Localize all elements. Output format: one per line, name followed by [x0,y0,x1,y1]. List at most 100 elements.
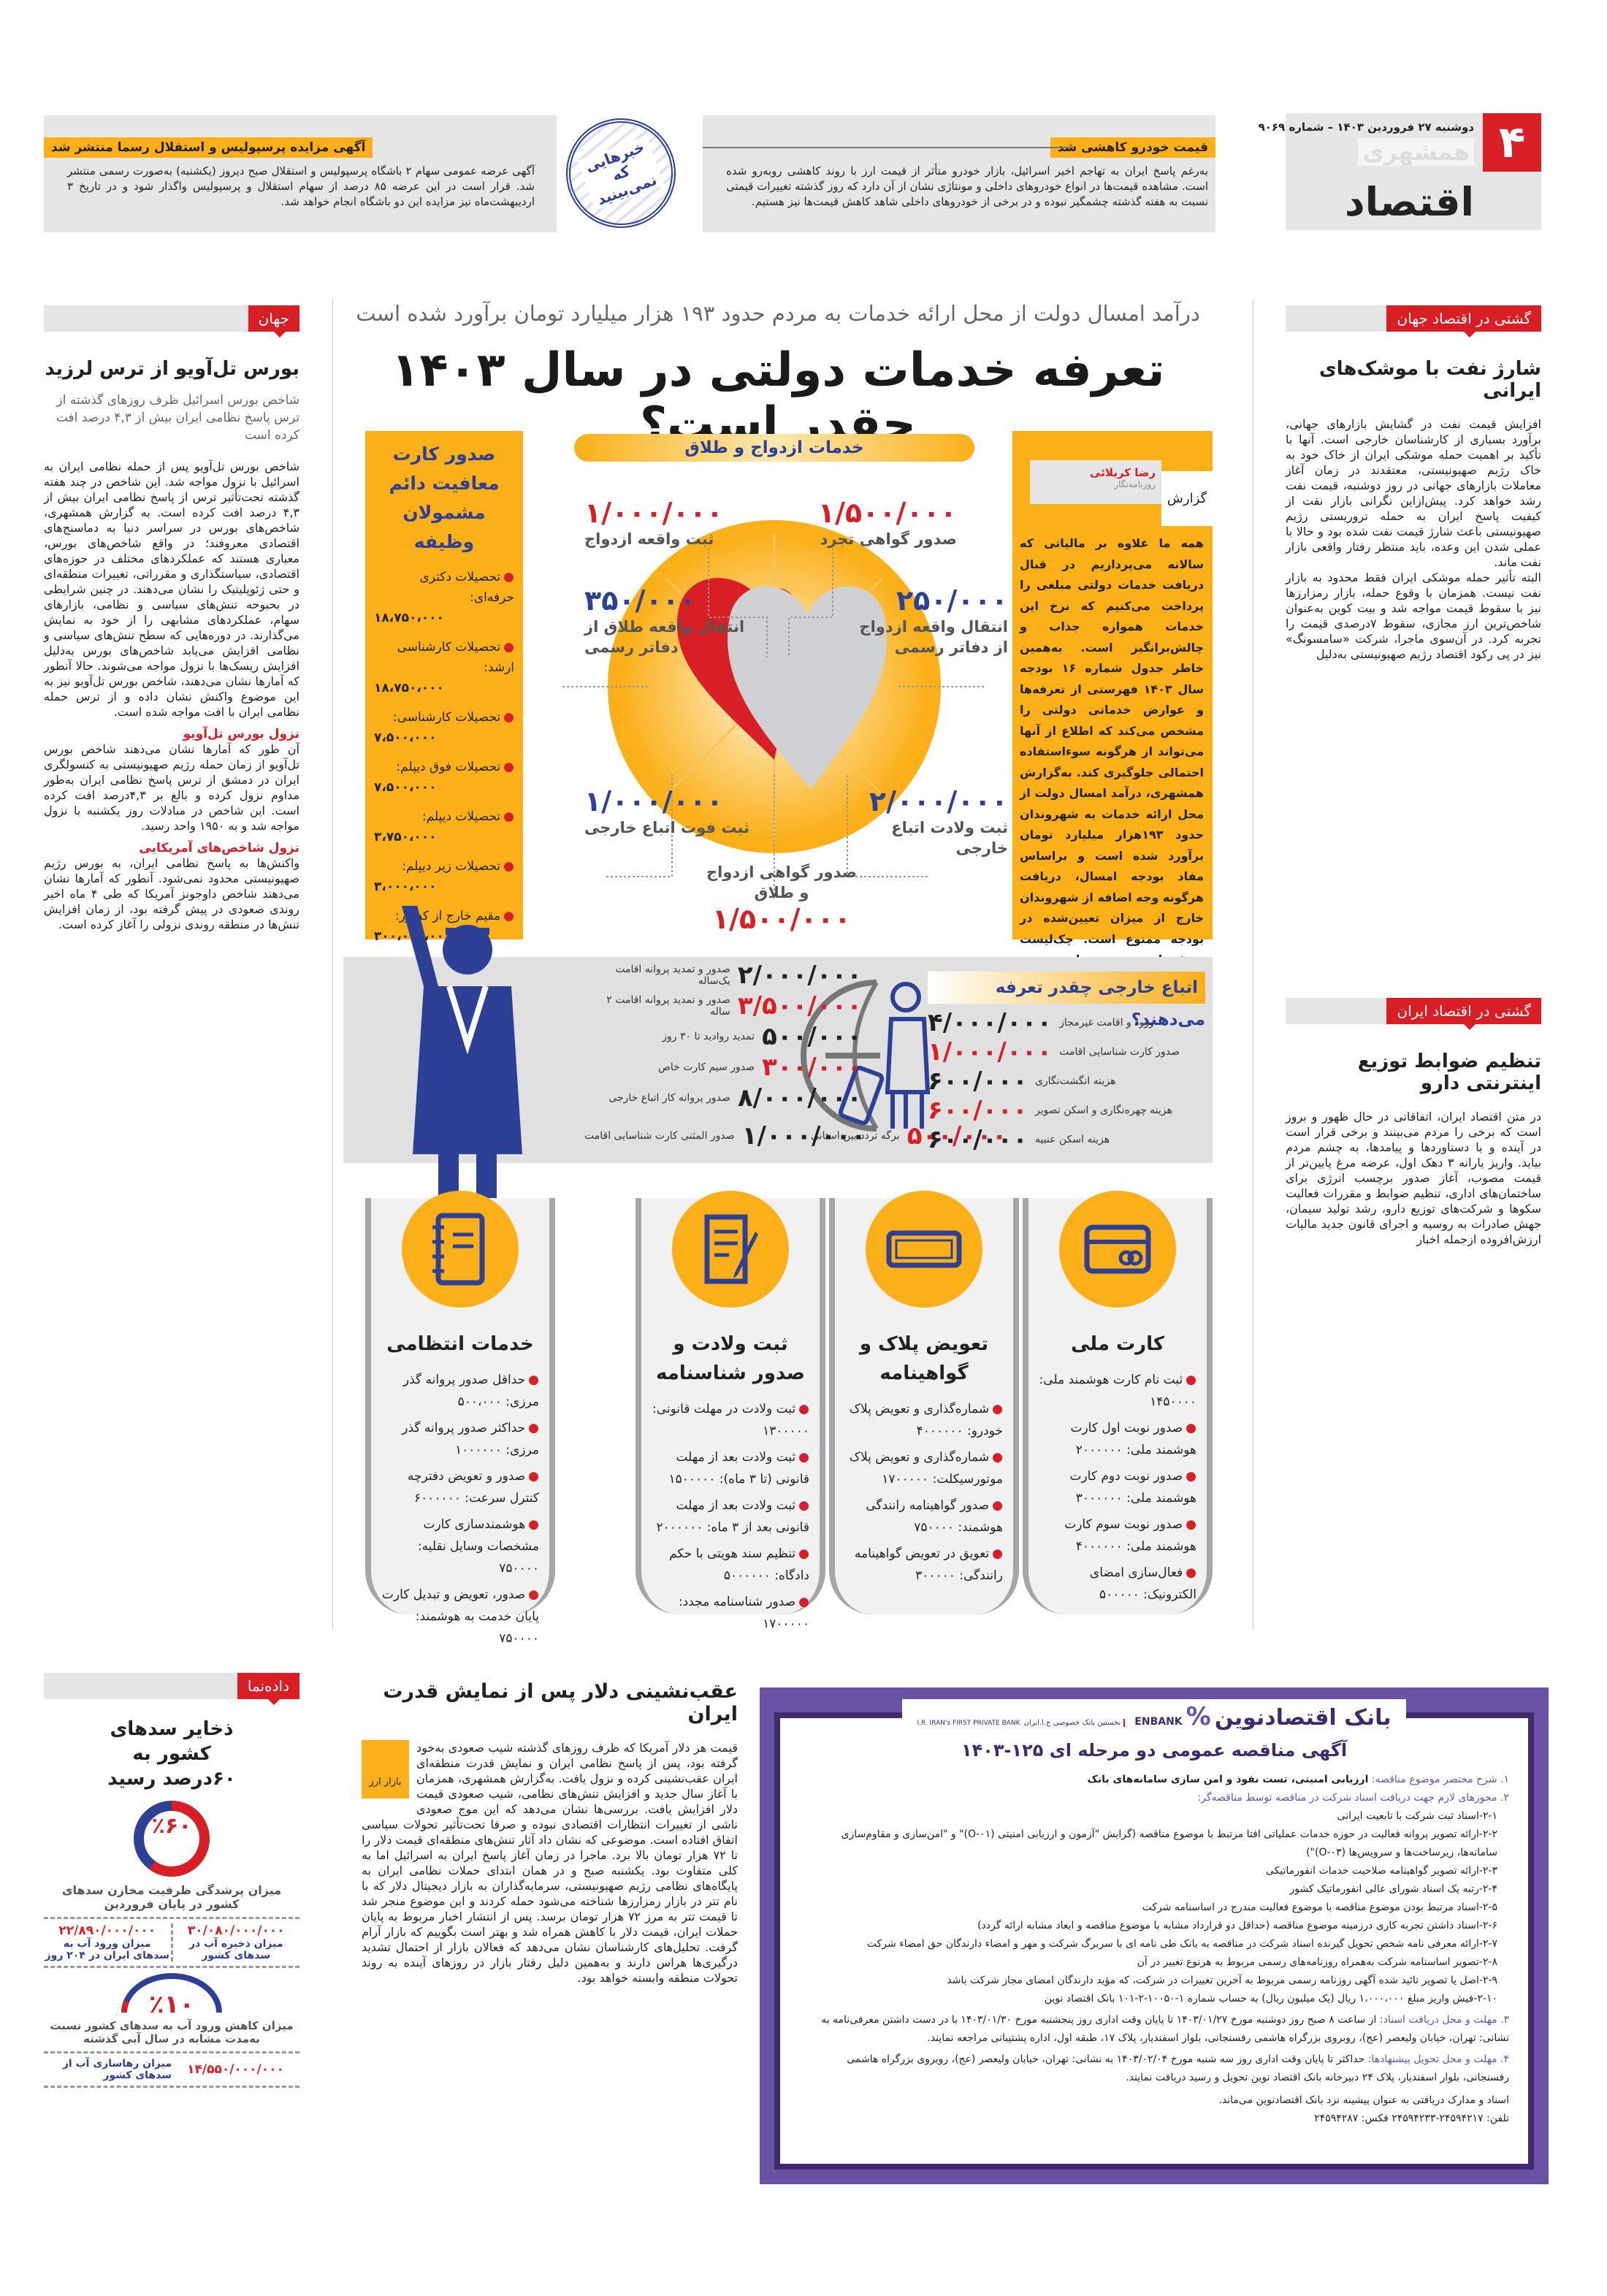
world-economy-article: گشتی در اقتصاد جهان شارژ نفت با موشک‌های… [1286,305,1541,662]
fee-value: ۸/۰۰۰/۰۰۰ [737,1083,862,1113]
marriage-fee: ۲۵۰/۰۰۰ انتقال واقعه ازدواج از دفاتر رسمی [840,584,1008,657]
fee-value: ۱/۰۰۰/۰۰۰ [584,497,724,529]
main-subtitle: درآمد امسال دولت از محل ارائه خدمات به م… [356,301,1200,326]
exemption-value: ۳،۰۰۰،۰۰۰ [374,880,437,894]
stamp-text: خبرهایی که نمی‌بینید [577,136,665,210]
exemption-item: تحصیلات زیر دیپلم: ۳،۰۰۰،۰۰۰ [374,856,514,897]
fee-label: صدور کارت شناسایی اقامت [1059,1046,1180,1058]
fee-label: ثبت واقعه ازدواج [584,530,714,548]
card-fee-list: ثبت نام کارت هوشمند ملی: ۱۴۵۰۰۰۰صدور نوب… [1028,1359,1207,1606]
ad-requirement: ۲-۹-اصل یا تصویر تائید شده آگهی روزنامه … [947,1975,1497,1986]
notebook-icon [402,1191,519,1308]
ad-requirement: ۲-۶-اسناد داشتن تجربه کاری درزمینه موضوع… [977,1920,1497,1931]
fee-value: ۶۰۰/۰۰۰ [928,1125,1028,1154]
ad-s4-label: ۴. مهلت و محل تحویل پیشنهادها: [1367,2053,1509,2065]
exemption-value: ۷،۵۰۰،۰۰۰ [374,731,437,745]
article-title[interactable]: بورس تل‌آویو از ترس لرزید [45,358,299,380]
bank-logo-icon: % [1186,1702,1211,1731]
top-news-left-body: آگهی عرضه عمومی سهام ۲ باشگاه پرسپولیس و… [67,164,535,208]
ad-requirement: ۲-۲-ارائه تصویر پروانه فعالیت در حوزه خد… [841,1828,1497,1858]
exemption-label: مقیم خارج از کشور: [395,909,501,923]
report-label: گزارش [1167,491,1207,506]
top-news-left-title[interactable]: آگهی مزایده پرسپولیس و استقلال رسما منتش… [44,137,373,158]
fee-label: صدور سیم کارت خاص [657,1061,755,1073]
fee-value: ۴/۰۰۰/۰۰۰ [928,1008,1053,1037]
foreign-fee-row: ۳/۵۰۰/۰۰۰ صدور و تمدید پروانه اقامت ۲ سال… [584,991,862,1021]
exemption-label: تحصیلات دیپلم: [421,809,501,824]
fee-value: ۱/۰۰۰/۰۰۰ [741,1121,866,1151]
id-card-icon [1059,1191,1176,1308]
section-kicker: داده‌نما [237,1673,299,1705]
report-label-box: گزارش [1161,471,1213,526]
fee-label: صدور و تمدید پروانه اقامت یک‌ساله [615,964,730,987]
top-news-right: قیمت خودرو کاهشی شد به‌رغم پاسخ ایران به… [703,115,1215,232]
card-fee-item: حداکثر صدور پروانه گذر مرزی: ۱۰۰۰۰۰۰ [381,1417,539,1461]
ad-requirement: ۲-۳-ارائه تصویر گواهینامه صلاحیت خدمات ا… [1265,1865,1497,1877]
ad-note: اسناد و مدارک دریافتی به عنوان پیشینه نز… [1218,2094,1509,2106]
marriage-fee: ۱/۰۰۰/۰۰۰ ثبت واقعه ازدواج [584,497,752,549]
fee-label: هزینه اسکن عنبیه [1034,1134,1110,1145]
gray-heart-icon [728,586,887,789]
card-fee-item: ثبت ولادت در مهلت قانونی: ۱۳۰۰۰۰۰ [652,1398,809,1442]
exemption-label: تحصیلات فوق دیپلم: [396,760,501,774]
foreign-fee-row: ۵۰۰/۰۰۰ برگه تردد بین استانی [811,1121,1007,1151]
decrease-gauge-chart: ٪۱۰ [121,1973,222,2016]
article-lead: شاخص بورس اسرائیل ظرف روزهای گذشته از تر… [56,393,299,443]
main-title[interactable]: تعرفه خدمات دولتی در سال ۱۴۰۳ چقدر است؟ [391,343,1165,451]
foreign-fee-row: ۳۰۰/۰۰۰ صدور سیم کارت خاص [584,1053,862,1082]
foreign-fee-row: هزینه چهره‌نگاری و اسکن تصویر ۶۰۰/۰۰۰ [928,1096,1205,1125]
exemption-item: تحصیلات کارشناسی ارشد: ۱۸،۷۵۰،۰۰۰ [374,637,514,698]
card-fee-item: شماره‌گذاری و تعویض پلاک موتورسیکلت: ۱۷۰… [845,1446,1003,1490]
exemption-value: ۱۸،۷۵۰،۰۰۰ [374,681,444,695]
fee-label: ورود و اقامت غیرمجاز [1059,1017,1154,1029]
article-title[interactable]: شارژ نفت با موشک‌های ایرانی [1318,358,1541,402]
datagraphic-title[interactable]: ذخایر سدهای کشور به ۶۰درصد رسید [107,1718,236,1790]
card-fee-item: صدور گواهینامه رانندگی هوشمند: ۷۵۰۰۰۰ [845,1495,1003,1538]
card-title: تعویض پلاک و گواهینامه [859,1333,989,1384]
card-title: خدمات انتظامی [386,1333,534,1355]
foreign-title-text: اتباع خارجی چقدر تعرفه می‌دهند؟ [995,978,1205,1029]
ad-s3-label: ۳. مهلت و محل دریافت اسناد: [1379,2014,1509,2026]
inflow-label: میزان ورود آب به سدهای ایران در ۲۰۴ روز [45,1938,169,1961]
marriage-fee: ۱/۰۰۰/۰۰۰ ثبت فوت اتباع خارجی [584,785,752,838]
ad-requirement: ۲-۵-اسناد مرتبط بودن موضوع مناقصه با موض… [1142,1902,1497,1913]
traveler-globe-icon [801,980,931,1132]
ad-requirement: ۲-۴-رتبه یک اسناد شورای عالی انفورماتیک … [1289,1883,1497,1895]
fee-label: انتقال واقعه ازدواج از دفاتر رسمی [859,618,1008,656]
ad-requirements-list: ۲-۱-اسناد ثبت شرکت با تابعیت ایرانی ۲-۲-ا… [799,1807,1509,2008]
report-body: همه ما علاوه بر مالیاتی که سالانه می‌پرد… [1020,536,1205,1008]
fee-value: ۱/۰۰۰/۰۰۰ [584,785,724,817]
exemption-label: تحصیلات کارشناسی: [392,710,501,725]
bank-tender-ad: بانک اقتصادنوین % ENBANK نخستین بانک خصو… [760,1687,1549,2184]
article-title[interactable]: تنظیم ضوابط توزیع اینترنتی دارو [1357,1050,1541,1094]
masthead: ۴ دوشنبه ۲۷ فروردین ۱۴۰۳ – شماره ۹۰۶۹ هم… [1259,113,1541,230]
card-fee-item: شماره‌گذاری و تعویض پلاک خودرو: ۴۰۰۰۰۰۰ [845,1398,1003,1442]
fee-label: ثبت فوت اتباع خارجی [584,819,750,836]
card-fee-item: ثبت ولادت بعد از مهلت قانونی بعد از ۳ ما… [652,1495,809,1538]
decrease-caption: میزان کاهش ورود آب به سدهای کشور نسبت به… [50,2019,294,2045]
license-plate-icon [866,1191,982,1308]
card-fee-item: صدور نوبت سوم کارت هوشمند ملی: ۴۰۰۰۰۰۰ [1039,1514,1196,1557]
section-title: اقتصاد [1344,179,1474,225]
top-news-left: آگهی مزایده پرسپولیس و استقلال رسما منتش… [44,115,557,232]
foreign-fee-row: ورود و اقامت غیرمجاز ۴/۰۰۰/۰۰۰ [928,1008,1205,1037]
fee-label: ثبت ولادت اتباع خارجی [891,819,1008,857]
top-news-right-title[interactable]: قیمت خودرو کاهشی شد [1050,137,1215,158]
author-role: روزنامه‌نگار [1114,479,1156,489]
storage-label: میزان ذخیره آب در سدهای کشور [188,1938,283,1961]
author-box: رضا کربلائی روزنامه‌نگار [1030,460,1161,504]
fee-value: ۳/۵۰۰/۰۰۰ [737,991,862,1021]
article-body: در متن اقتصاد ایران، اتفاقاتی در حال ظهو… [1286,1110,1541,1246]
fee-value: ۱/۰۰۰/۰۰۰ [928,1037,1053,1067]
world-article: جهان بورس تل‌آویو از ترس لرزید شاخص بورس… [44,305,299,932]
service-card: ثبت ولادت و صدور شناسنامه ثبت ولادت در مه… [635,1191,825,1631]
dam-stats-row: ۳۰/۰۸۰/۰۰۰/۰۰۰ میزان ذخیره آب در سدهای ک… [44,1919,299,1966]
ad-s4-text: حداکثر تا پایان وقت اداری روز سه شنبه مو… [847,2053,1509,2083]
article-body-2: آن طور که آمارها نشان می‌دهند شاخص بورس … [44,742,300,833]
decrease-percent: ٪۱۰ [149,1990,194,2016]
service-card: تعویض پلاک و گواهینامه شماره‌گذاری و تعوی… [829,1191,1019,1614]
article-title[interactable]: عقب‌نشینی دلار پس از نمایش قدرت ایران [383,1680,738,1725]
article-body: شاخص بورس تل‌آویو پس از حمله نظامی ایران… [44,459,299,719]
ad-s2-label: ۲. مجوزهای لازم جهت دریافت اسناد شرکت در… [1197,1792,1509,1804]
card-fee-list: حداقل صدور پروانه گذر مرزی: ۵۰۰،۰۰۰حداکث… [371,1359,549,1649]
